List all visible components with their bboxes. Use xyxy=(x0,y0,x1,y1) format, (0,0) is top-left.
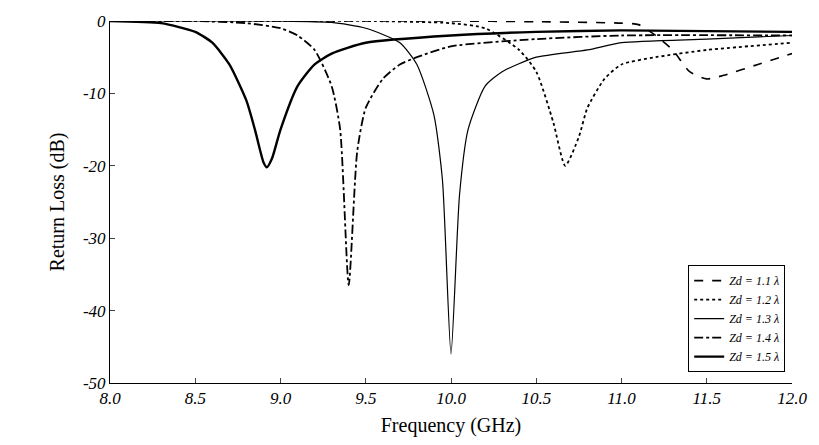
svg-text:-50: -50 xyxy=(83,374,106,393)
svg-text:-40: -40 xyxy=(83,302,106,321)
svg-text:-30: -30 xyxy=(83,229,106,248)
svg-text:Zd = 1.5 λ: Zd = 1.5 λ xyxy=(729,350,779,364)
svg-text:0: 0 xyxy=(97,12,106,31)
svg-text:9.0: 9.0 xyxy=(270,389,292,408)
svg-text:10.5: 10.5 xyxy=(521,389,551,408)
svg-text:8.5: 8.5 xyxy=(185,389,206,408)
svg-text:Frequency (GHz): Frequency (GHz) xyxy=(381,414,522,437)
svg-text:-20: -20 xyxy=(83,157,106,176)
svg-text:11.5: 11.5 xyxy=(693,389,722,408)
svg-text:Return Loss (dB): Return Loss (dB) xyxy=(46,133,69,272)
svg-text:-10: -10 xyxy=(83,84,106,103)
svg-text:10.0: 10.0 xyxy=(436,389,466,408)
svg-text:Zd = 1.1 λ: Zd = 1.1 λ xyxy=(729,274,779,288)
svg-text:Zd = 1.4 λ: Zd = 1.4 λ xyxy=(729,331,779,345)
svg-text:11.0: 11.0 xyxy=(607,389,636,408)
svg-text:9.5: 9.5 xyxy=(355,389,376,408)
svg-text:12.0: 12.0 xyxy=(777,389,807,408)
svg-text:Zd = 1.3 λ: Zd = 1.3 λ xyxy=(729,312,779,326)
svg-text:Zd = 1.2 λ: Zd = 1.2 λ xyxy=(729,293,779,307)
svg-text:8.0: 8.0 xyxy=(99,389,121,408)
